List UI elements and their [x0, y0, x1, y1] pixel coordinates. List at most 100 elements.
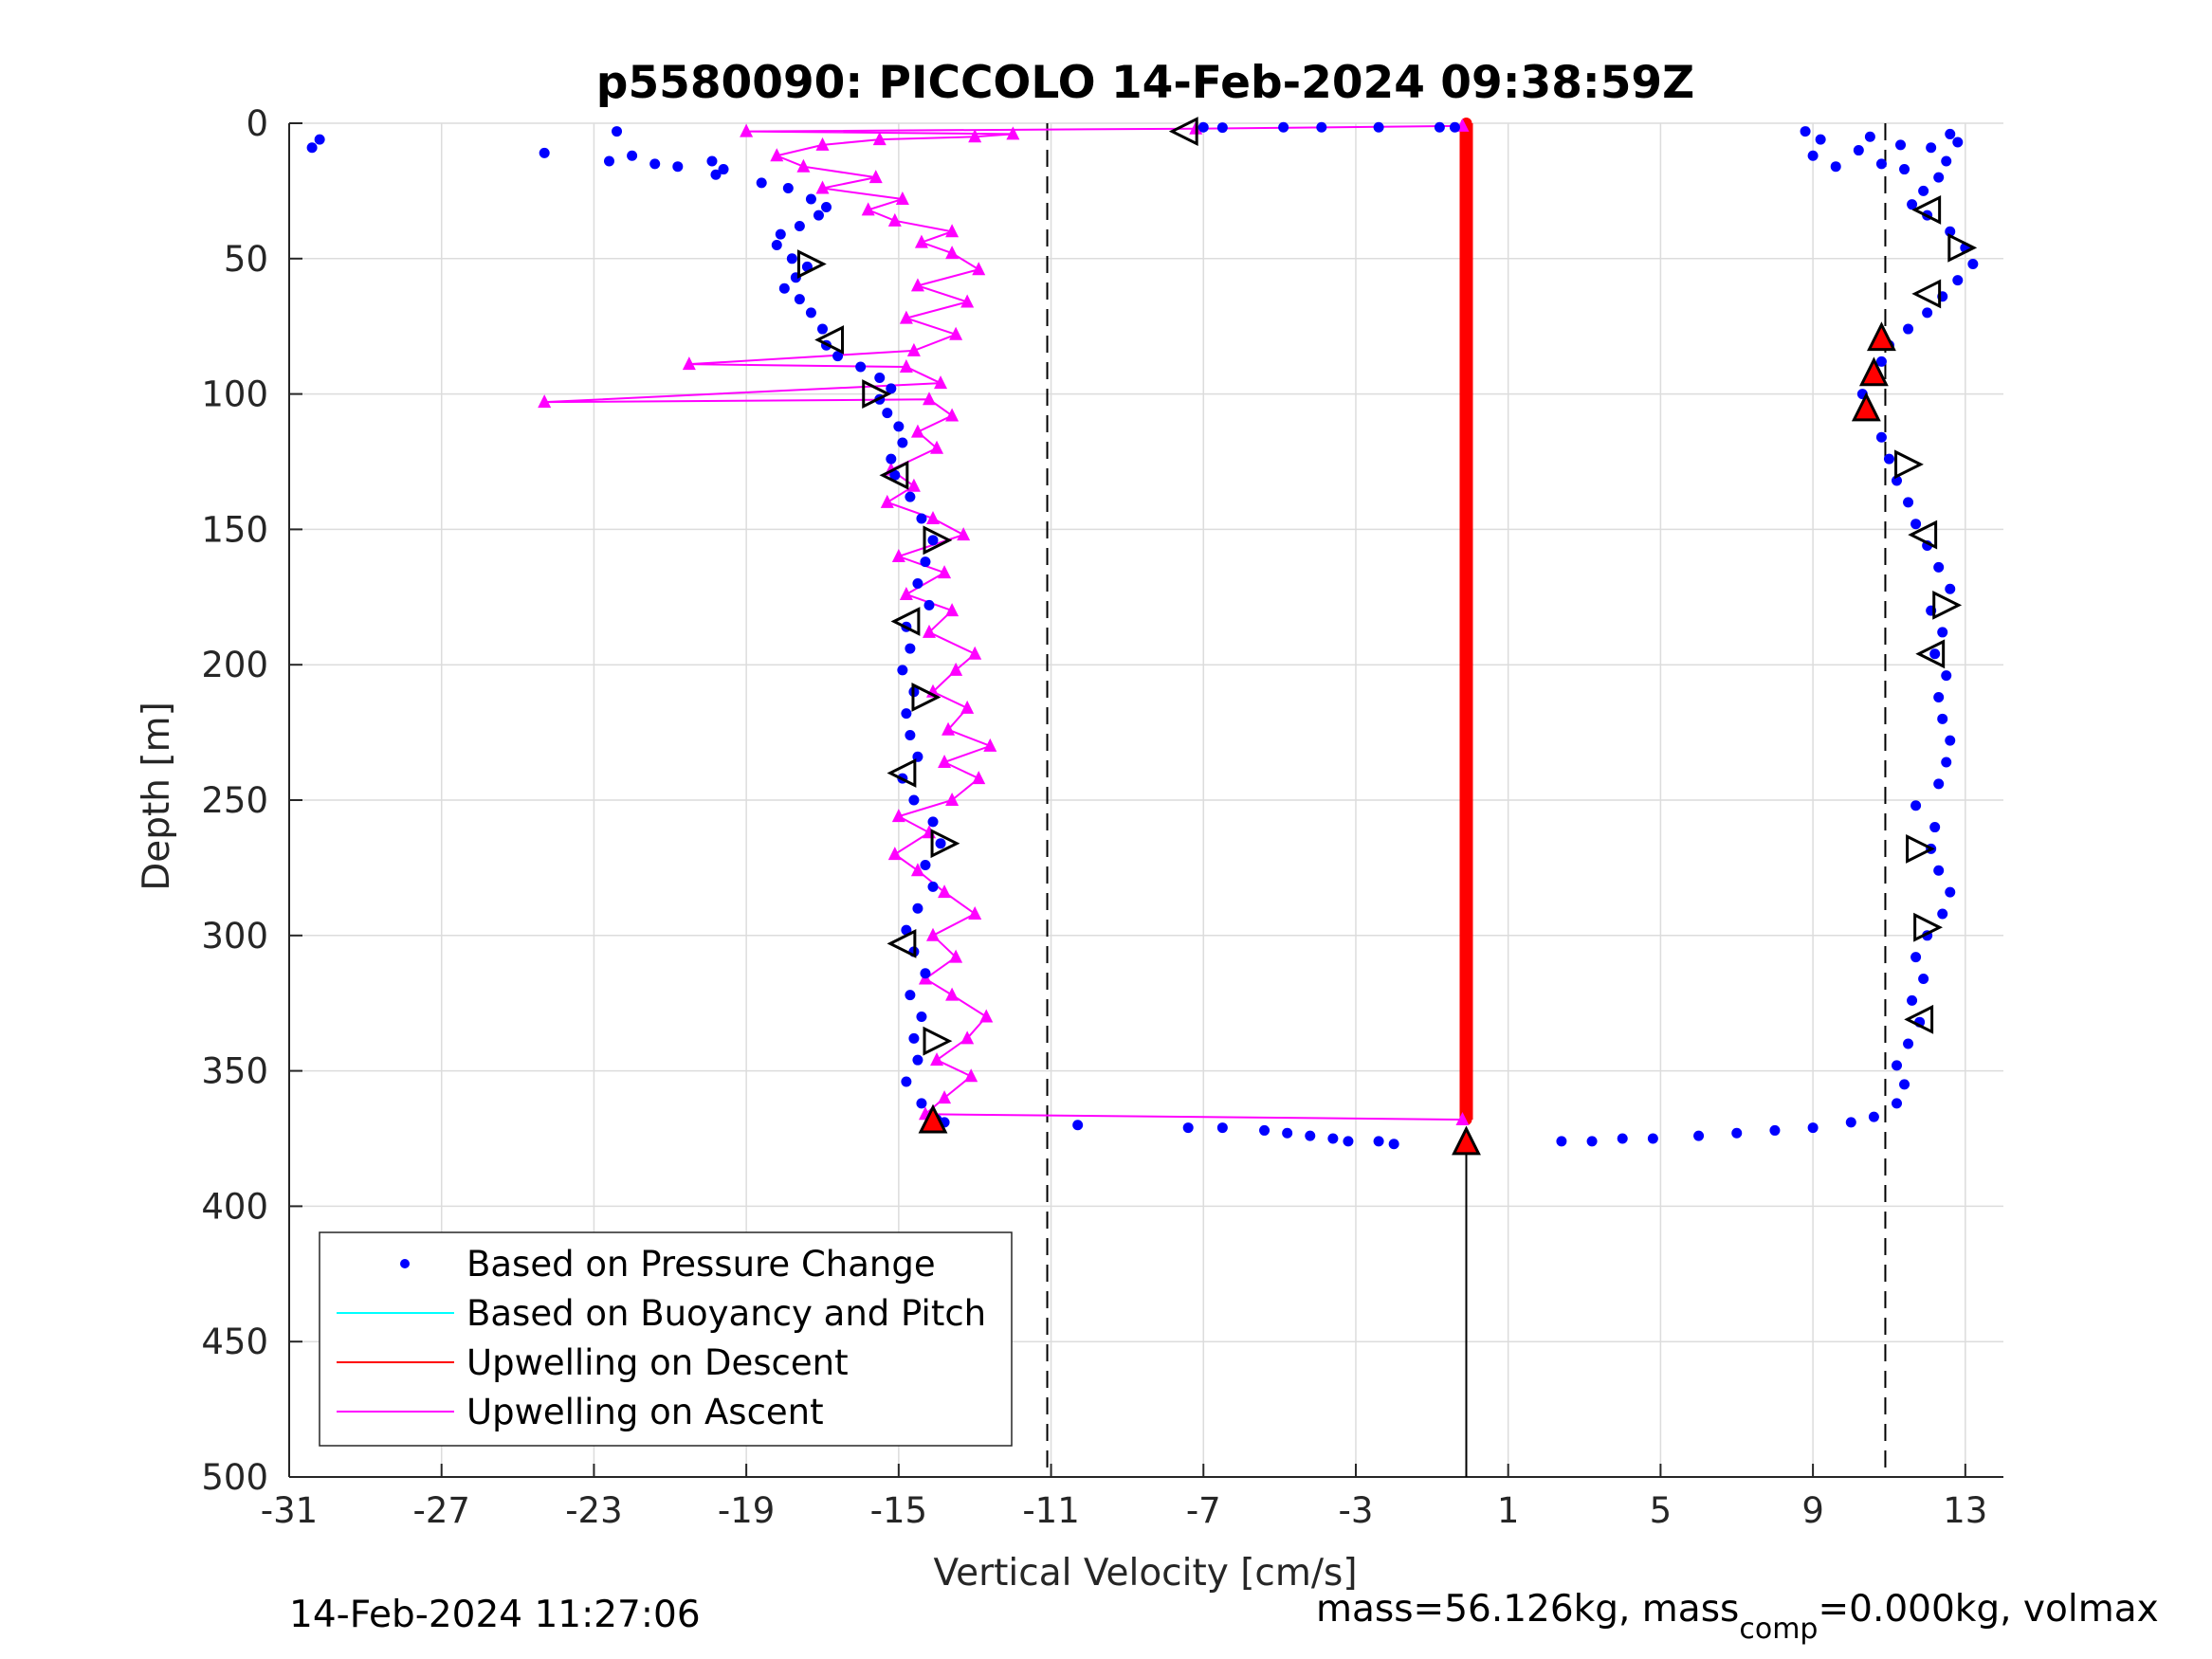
descent-point — [1460, 767, 1472, 779]
pressure-point — [912, 578, 923, 590]
pressure-point — [927, 816, 939, 828]
descent-point — [1460, 583, 1472, 595]
pressure-point — [306, 142, 318, 154]
legend: Based on Pressure Change Based on Buoyanc… — [319, 1231, 1013, 1447]
x-tick-label: 13 — [1943, 1490, 1987, 1531]
descent-point — [1460, 615, 1472, 628]
pressure-point — [1892, 475, 1903, 486]
triangle-right-marker — [1906, 833, 1935, 864]
footer-mass-sub: comp — [1739, 1613, 1818, 1646]
x-tick-label: 5 — [1650, 1490, 1673, 1531]
descent-point — [1460, 496, 1472, 508]
y-tick-label: 350 — [201, 1051, 268, 1092]
descent-point — [1460, 150, 1472, 162]
ascent-point — [930, 440, 944, 454]
ascent-point — [960, 700, 975, 714]
triangle-right-marker — [1947, 232, 1978, 263]
pressure-point — [756, 177, 767, 189]
pressure-point — [1693, 1130, 1705, 1141]
y-tick-label: 50 — [224, 239, 268, 280]
descent-point — [1460, 474, 1472, 486]
pressure-point — [1945, 735, 1956, 746]
descent-point — [1460, 388, 1472, 400]
x-tick-label: -7 — [1186, 1490, 1221, 1531]
descent-point — [1460, 886, 1472, 899]
pressure-point — [1807, 150, 1819, 161]
pressure-point — [1586, 1136, 1598, 1147]
pressure-point — [649, 158, 661, 170]
pressure-point — [1899, 164, 1910, 175]
y-tick-label: 0 — [246, 103, 268, 144]
ascent-point — [868, 170, 883, 184]
ascent-point — [538, 394, 552, 409]
descent-point — [1460, 290, 1472, 302]
ascent-point — [861, 202, 875, 216]
pressure-point — [1373, 1136, 1384, 1147]
descent-point — [1460, 561, 1472, 574]
descent-point — [1460, 485, 1472, 498]
triangle-left-marker — [1908, 520, 1938, 550]
pressure-point — [855, 361, 867, 373]
x-tick-label: -19 — [718, 1490, 775, 1531]
pressure-point — [1327, 1133, 1339, 1144]
descent-point — [1460, 605, 1472, 617]
pressure-point — [1216, 122, 1228, 134]
descent-point — [1460, 745, 1472, 757]
y-tick-label: 450 — [201, 1322, 268, 1362]
triangle-right-marker — [1932, 590, 1963, 620]
pressure-point — [1933, 172, 1945, 183]
descent-point — [1460, 204, 1472, 216]
pressure-point — [1305, 1130, 1316, 1141]
descent-point — [1460, 821, 1472, 833]
pressure-point — [627, 150, 638, 161]
pressure-point — [1807, 1122, 1819, 1134]
ascent-point — [740, 123, 754, 137]
pressure-point — [1845, 1117, 1856, 1128]
descent-point — [1460, 1027, 1472, 1039]
descent-point — [1460, 572, 1472, 584]
descent-point — [1460, 1005, 1472, 1017]
pressure-point — [1922, 307, 1933, 319]
footer-mass-rest: =0.000kg, volmax — [1818, 1588, 2158, 1631]
ascent-point — [930, 1052, 944, 1066]
ascent-point — [899, 359, 913, 374]
ascent-point — [891, 809, 905, 823]
pressure-point — [1910, 800, 1922, 811]
descent-point — [1460, 1103, 1472, 1115]
ascent-point — [891, 548, 905, 562]
descent-point — [1460, 919, 1472, 931]
pressure-point — [1945, 128, 1956, 139]
pressure-point — [672, 161, 684, 173]
descent-point — [1460, 550, 1472, 562]
series-layer — [306, 117, 1979, 1477]
plot-axes: -31 -27 -23 -19 -15 -11 -7 -3 1 5 9 130501001502002… — [201, 103, 2003, 1531]
descent-point — [1460, 843, 1472, 855]
ascent-point — [949, 326, 963, 340]
descent-point — [1460, 1016, 1472, 1029]
pressure-point — [927, 535, 939, 546]
pressure-point — [1952, 275, 1964, 286]
descent-point — [1460, 138, 1472, 151]
x-tick-label: -15 — [870, 1490, 927, 1531]
descent-point — [1460, 344, 1472, 356]
descent-point — [1460, 637, 1472, 649]
x-tick-label: 9 — [1801, 1490, 1824, 1531]
pressure-point — [1800, 126, 1811, 137]
pressure-point — [1617, 1133, 1628, 1144]
descent-point — [1460, 951, 1472, 963]
ascent-point — [1006, 126, 1020, 140]
pressure-point — [1864, 131, 1875, 142]
pressure-point — [1945, 583, 1956, 594]
pressure-point — [908, 794, 920, 806]
descent-point — [1460, 811, 1472, 823]
pressure-point — [1941, 757, 1952, 768]
pressure-point — [778, 283, 790, 294]
pressure-point — [1343, 1136, 1354, 1147]
pressure-point — [1830, 161, 1841, 173]
triangle-left-marker — [887, 758, 917, 788]
ascent-point — [960, 1030, 975, 1045]
ascent-point — [682, 356, 696, 371]
descent-point — [1460, 940, 1472, 953]
descent-point — [1460, 1070, 1472, 1083]
ascent-point — [910, 863, 924, 877]
